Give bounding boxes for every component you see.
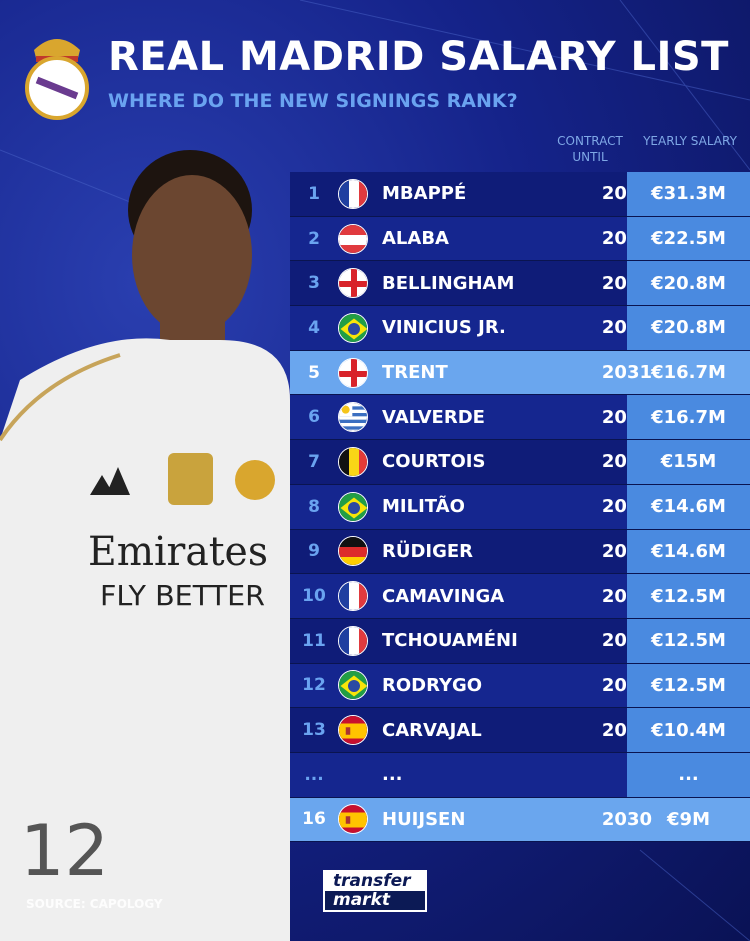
player-name: TRENT: [382, 362, 448, 384]
yearly-salary: €12.5M: [627, 663, 750, 708]
brazil-flag-icon: [338, 491, 368, 522]
column-header-contract: CONTRACT UNTIL: [557, 134, 623, 164]
yearly-salary: €16.7M: [651, 362, 726, 384]
source-label: SOURCE: CAPOLOGY: [26, 897, 163, 911]
belgium-flag-icon: [338, 446, 368, 477]
yearly-salary: €14.6M: [627, 529, 750, 574]
column-header-salary: YEARLY SALARY: [643, 134, 737, 148]
uruguay-flag-icon: [338, 402, 368, 433]
rank: 4: [308, 317, 320, 338]
table-row: 12RODRYGO2028€12.5M: [290, 663, 750, 709]
transfermarkt-logo: transfer markt: [323, 870, 427, 912]
yearly-salary: €9M: [667, 808, 710, 830]
table-row: 7COURTOIS2026€15M: [290, 440, 750, 485]
table-row: 9RÜDIGER2026€14.6M: [290, 529, 750, 575]
rank: 11: [302, 630, 326, 651]
page-subtitle: WHERE DO THE NEW SIGNINGS RANK?: [108, 90, 518, 112]
player-name: VINICIUS JR.: [382, 317, 506, 339]
table-row: 2ALABA2026€22.5M: [290, 216, 750, 262]
rank: 7: [308, 451, 320, 472]
rank: 1: [308, 183, 320, 204]
france-flag-icon: [338, 625, 368, 656]
player-name: CAMAVINGA: [382, 585, 505, 607]
brazil-flag-icon: [338, 670, 368, 701]
rank: 12: [302, 675, 326, 696]
france-flag-icon: [338, 178, 368, 209]
table-row: 16 HUIJSEN 2030 €9M: [290, 797, 750, 843]
yearly-salary: €12.5M: [627, 618, 750, 663]
rank: ...: [304, 764, 324, 785]
table-row: 3BELLINGHAM2029€20.8M: [290, 261, 750, 307]
table-row: 6VALVERDE2029€16.7M: [290, 395, 750, 441]
player-name: VALVERDE: [382, 406, 485, 428]
rank: 3: [308, 273, 320, 294]
player-name: MILITÃO: [382, 496, 465, 518]
rank: 13: [302, 720, 326, 741]
france-flag-icon: [338, 581, 368, 612]
player-name: RODRYGO: [382, 674, 483, 696]
yearly-salary: €20.8M: [627, 261, 750, 306]
table-row: ............: [290, 752, 750, 798]
rank: 8: [308, 496, 320, 517]
player-name: RÜDIGER: [382, 540, 474, 562]
contract-until: 2031: [601, 362, 652, 384]
player-photo: Emirates FLY BETTER 12: [0, 150, 290, 941]
yearly-salary: €31.3M: [627, 172, 750, 216]
shirt-number: 12: [20, 810, 109, 892]
logo-text-2: markt: [333, 890, 391, 910]
yearly-salary: €22.5M: [627, 216, 750, 261]
player-name: ALABA: [382, 228, 449, 250]
austria-flag-icon: [338, 223, 368, 254]
table-row: 11TCHOUAMÉNI2028€12.5M: [290, 618, 750, 664]
rank: 10: [302, 586, 326, 607]
table-row: 1MBAPPÉ2029€31.3M: [290, 172, 750, 217]
player-name: ...: [382, 764, 403, 786]
real-madrid-crest-icon: [25, 39, 89, 120]
brazil-flag-icon: [338, 312, 368, 343]
player-name: TCHOUAMÉNI: [382, 630, 518, 652]
contract-until: 2030: [601, 808, 652, 830]
yearly-salary: €15M: [627, 440, 750, 484]
shirt-slogan: FLY BETTER: [100, 579, 265, 612]
salary-table: 1MBAPPÉ2029€31.3M2ALABA2026€22.5M3BELLIN…: [290, 172, 750, 843]
player-name: CARVAJAL: [382, 719, 482, 741]
table-row: 5 TRENT 2031 €16.7M: [290, 350, 750, 396]
player-name: COURTOIS: [382, 451, 486, 473]
yearly-salary: €10.4M: [627, 708, 750, 752]
player-name: MBAPPÉ: [382, 183, 467, 205]
table-row: 13CARVAJAL2027€10.4M: [290, 708, 750, 753]
yearly-salary: €14.6M: [627, 484, 750, 529]
germany-flag-icon: [338, 536, 368, 567]
page-title: REAL MADRID SALARY LIST: [108, 34, 729, 80]
table-row: 8MILITÃO2028€14.6M: [290, 484, 750, 530]
england-flag-icon: [338, 268, 368, 299]
spain-flag-icon: [338, 715, 368, 746]
rank: 16: [302, 809, 326, 830]
rank: 2: [308, 228, 320, 249]
yearly-salary: €12.5M: [627, 574, 750, 618]
logo-text-1: transfer: [325, 872, 425, 891]
player-name: BELLINGHAM: [382, 272, 515, 294]
table-row: 10CAMAVINGA2029€12.5M: [290, 574, 750, 619]
yearly-salary: ...: [627, 752, 750, 797]
england-flag-icon: [338, 357, 368, 388]
spain-flag-icon: [338, 804, 368, 835]
player-name: HUIJSEN: [382, 808, 466, 830]
yearly-salary: €16.7M: [627, 395, 750, 440]
rank: 9: [308, 541, 320, 562]
shirt-sponsor: Emirates: [88, 529, 268, 575]
rank: 5: [308, 362, 320, 383]
yearly-salary: €20.8M: [627, 306, 750, 350]
rank: 6: [308, 407, 320, 428]
